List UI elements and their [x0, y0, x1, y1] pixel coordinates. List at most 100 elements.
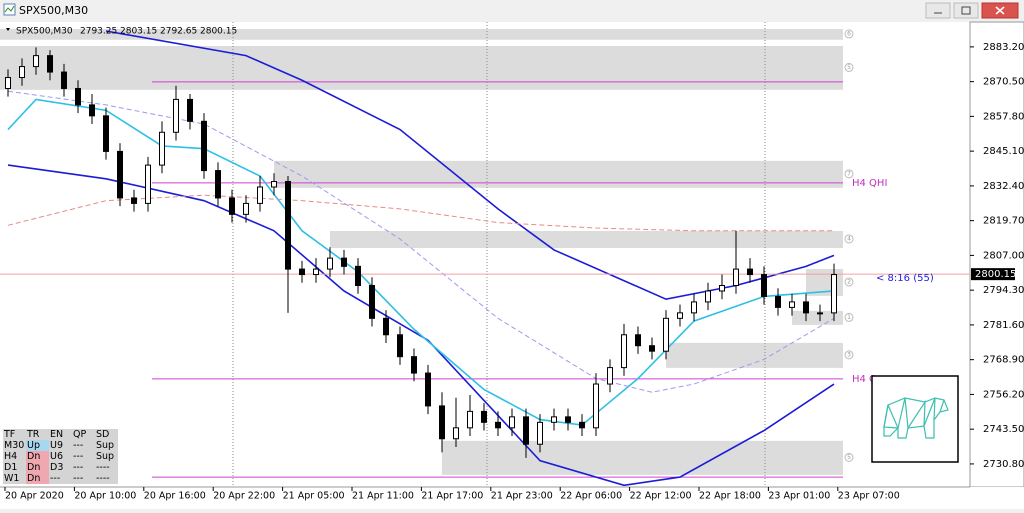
candle-body — [411, 356, 417, 374]
candle-body — [159, 131, 165, 166]
candle-body — [285, 181, 291, 270]
table-cell: D1 — [3, 462, 26, 473]
candle-body — [523, 416, 529, 445]
maximize-button[interactable] — [953, 2, 979, 19]
table-cell: TF — [3, 429, 26, 440]
zone-label: 6 — [847, 30, 851, 37]
table-row: H4 Dn U6 --- Sup — [3, 451, 118, 462]
candle-body — [201, 120, 207, 172]
zone — [330, 229, 843, 249]
candle-body — [621, 334, 627, 369]
zone-label: 5 — [847, 64, 851, 71]
x-tick-label: 21 Apr 11:00 — [352, 491, 414, 502]
x-tick-label: 21 Apr 17:00 — [421, 491, 483, 502]
candle-body — [145, 164, 151, 204]
y-tick-label: 2743.50 — [983, 424, 1024, 435]
candle-body — [5, 77, 11, 89]
candle-body — [467, 410, 473, 429]
table-cell: Dn — [26, 473, 49, 484]
candle-body — [481, 410, 487, 423]
zone-badge — [844, 234, 854, 244]
indicator-line — [7, 164, 835, 487]
candle-body — [173, 98, 179, 133]
x-tick-label: 22 Apr 18:00 — [699, 491, 761, 502]
candle-body — [117, 150, 123, 199]
window-title: SPX500,M30 — [19, 4, 88, 17]
candle-body — [271, 181, 277, 188]
indicator-line — [7, 90, 835, 393]
candle-body — [733, 268, 739, 287]
zone-badge — [844, 452, 854, 462]
ohlc-value: 2803.15 — [120, 27, 157, 37]
y-tick-label: 2756.20 — [983, 389, 1024, 400]
candle-body — [747, 268, 753, 276]
zone — [442, 439, 843, 475]
candle-body — [509, 416, 515, 429]
y-tick-label: 2832.40 — [983, 181, 1024, 192]
logo-box — [871, 375, 959, 463]
table-cell: --- — [72, 473, 95, 484]
title-bar — [0, 0, 1024, 20]
zone-label: 2 — [847, 278, 851, 285]
ohlc-value: 2793.25 — [80, 27, 117, 37]
chart-symbol: SPX500,M30 — [16, 27, 73, 37]
candle-body — [691, 301, 697, 314]
candle-body — [47, 55, 53, 73]
candle-body — [75, 87, 81, 106]
table-cell: Sup — [95, 451, 118, 462]
zone-label: 4 — [847, 235, 851, 242]
table-cell: --- — [72, 462, 95, 473]
candle-body — [677, 312, 683, 319]
candle-body — [61, 71, 67, 89]
zone-badge — [844, 312, 854, 322]
candle-body — [383, 317, 389, 336]
candle-body — [229, 197, 235, 215]
y-tick-label: 2845.10 — [983, 146, 1024, 157]
candle-body — [635, 334, 641, 347]
price-axis — [969, 21, 1024, 488]
minimize-button[interactable] — [925, 2, 951, 19]
candle-body — [89, 104, 95, 117]
table-cell: --- — [72, 451, 95, 462]
candle-body — [579, 421, 585, 429]
table-cell: EN — [49, 429, 72, 440]
zone-badge — [844, 62, 854, 72]
y-tick-label: 2870.50 — [983, 77, 1024, 88]
candle-body — [355, 265, 361, 287]
zone-label: 1 — [847, 314, 851, 321]
last-price-label: 2800.15 — [975, 269, 1016, 280]
zone-label: 5 — [847, 454, 851, 461]
table-row: TF TR EN QP SD — [3, 429, 118, 440]
table-cell: ---- — [95, 462, 118, 473]
candle-body — [369, 285, 375, 319]
candle-body — [439, 405, 445, 440]
candle-body — [537, 421, 543, 445]
y-tick-label: 2857.80 — [983, 111, 1024, 122]
candle-body — [257, 186, 263, 204]
candle-body — [495, 421, 501, 429]
candle-body — [19, 66, 25, 79]
candle-body — [705, 290, 711, 303]
zone-label: 3 — [847, 351, 851, 358]
table-cell: U6 — [49, 451, 72, 462]
candle-body — [103, 115, 109, 152]
zone — [666, 341, 843, 368]
level-label: H4 QHI — [852, 178, 887, 189]
x-tick-label: 22 Apr 06:00 — [560, 491, 622, 502]
table-cell: TR — [26, 429, 49, 440]
table-cell: H4 — [3, 451, 26, 462]
x-tick-label: 20 Apr 22:00 — [213, 491, 275, 502]
trend-table: TF TR EN QP SD M30 Up U9 --- Sup H4 Dn U6 --- Sup D1 Dn D… — [3, 429, 118, 484]
table-cell: D3 — [49, 462, 72, 473]
zone-badge — [844, 350, 854, 360]
x-tick-label: 23 Apr 07:00 — [838, 491, 900, 502]
candle-body — [831, 274, 837, 314]
table-cell: --- — [49, 473, 72, 484]
table-cell: Sup — [95, 440, 118, 451]
y-tick-label: 2807.00 — [983, 250, 1024, 261]
candle-body — [299, 268, 305, 276]
header-arrow — [6, 28, 10, 31]
zone-badge — [844, 169, 854, 179]
x-tick-label: 20 Apr 10:00 — [74, 491, 136, 502]
